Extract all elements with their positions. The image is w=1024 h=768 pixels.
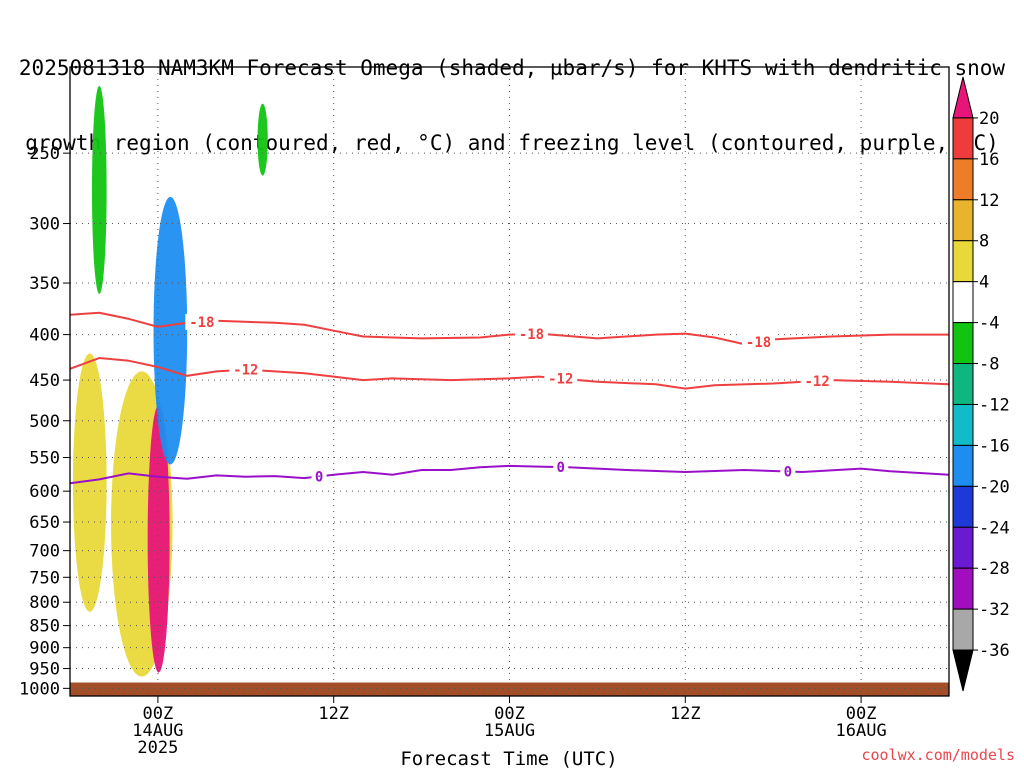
contour-line-0: [70, 464, 949, 485]
colorbar-label: -24: [979, 518, 1010, 538]
contour-label-bg: [742, 333, 776, 350]
colorbar-label: -20: [979, 477, 1010, 497]
colorbar-label: -36: [979, 641, 1010, 661]
contour-label: -18: [519, 327, 544, 343]
colorbar-label: -4: [979, 314, 999, 334]
colorbar-band: [952, 363, 974, 405]
colorbar-band: [952, 608, 974, 651]
colorbar-band: [952, 444, 974, 487]
y-tick-label: 1000: [19, 679, 60, 699]
y-tick-label: 600: [29, 482, 60, 502]
colorbar-label: 12: [979, 191, 999, 211]
colorbar: 20 16 12 8 4 -4 -8 -12 -16 -20 -24 -28 -32 -36: [952, 76, 1010, 692]
contour-line--12: [70, 356, 949, 390]
colorbar-band: [952, 322, 974, 365]
y-tick-label: 750: [29, 568, 60, 588]
omega-shading: [72, 85, 268, 677]
y-tick-label: 900: [29, 639, 60, 659]
colorbar-label: 4: [979, 273, 989, 293]
omega-feature-0: [72, 353, 107, 612]
colorbar-max-arrow: [952, 76, 974, 119]
omega-feature-3: [91, 85, 107, 294]
contour-label: 0: [315, 469, 323, 485]
y-tick-label: 450: [29, 371, 60, 391]
contour-label-bg: [185, 313, 219, 330]
colorbar-label: -8: [979, 355, 999, 375]
x-axis-title: Forecast Time (UTC): [400, 748, 617, 768]
y-tick-label: 800: [29, 593, 60, 613]
colorbar-band: [952, 526, 974, 569]
y-tick-label: 350: [29, 274, 60, 294]
colorbar-band: [952, 567, 974, 610]
omega-feature-4: [153, 196, 188, 465]
y-tick-label: 250: [29, 144, 60, 164]
x-tick-label: 00Z: [494, 704, 525, 724]
contour-label: 0: [557, 460, 565, 476]
contour-label-bg: [311, 468, 327, 485]
y-axis: 2503003504004505005506006507007508008509…: [19, 144, 70, 699]
omega-feature-2: [147, 404, 170, 673]
colorbar-band: [952, 485, 974, 528]
colorbar-label: -16: [979, 436, 1010, 456]
chart-title-line-1: 2025081318 NAM3KM Forecast Omega (shaded…: [18, 56, 1006, 80]
colorbar-band: [952, 281, 974, 324]
contour-label-bg: [514, 325, 548, 342]
x-tick-label: 14AUG: [132, 721, 183, 741]
contour-lines: -18 -18 -18 -12 -12 -12 0 0 0: [70, 311, 949, 485]
chart-title-line-2: growth region (contoured, red, °C) and f…: [25, 131, 999, 155]
x-tick-label: 16AUG: [836, 721, 887, 741]
colorbar-band: [952, 158, 974, 201]
contour-label-bg: [229, 361, 263, 378]
contour-label: -18: [746, 335, 771, 351]
contour-label: -12: [805, 374, 830, 390]
colorbar-band: [952, 117, 974, 160]
colorbar-label: -32: [979, 600, 1010, 620]
y-tick-label: 550: [29, 449, 60, 469]
terrain-fill: [70, 682, 949, 696]
y-tick-label: 500: [29, 412, 60, 432]
y-tick-label: 650: [29, 513, 60, 533]
x-tick-label: 00Z: [143, 704, 174, 724]
contour-label: -18: [189, 315, 214, 331]
y-tick-label: 850: [29, 617, 60, 637]
terrain-rect: [70, 682, 949, 696]
chart-title: 2025081318 NAM3KM Forecast Omega (shaded…: [0, 6, 1024, 181]
y-tick-label: 300: [29, 215, 60, 235]
colorbar-band: [952, 199, 974, 242]
omega-feature-5: [257, 103, 268, 176]
contour-label: 0: [784, 465, 792, 481]
colorbar-label: 16: [979, 150, 999, 170]
y-tick-label: 950: [29, 660, 60, 680]
y-tick-label: 400: [29, 326, 60, 346]
colorbar-label: -28: [979, 559, 1010, 579]
contour-label-bg: [780, 463, 796, 480]
contour-label-bg: [544, 370, 578, 387]
x-tick-label: 15AUG: [484, 721, 535, 741]
x-tick-label: 00Z: [846, 704, 877, 724]
x-tick-label: 2025: [137, 738, 178, 758]
site-credit: coolwx.com/models: [861, 746, 1015, 764]
x-tick-label: 12Z: [318, 704, 349, 724]
x-tick-label: 12Z: [670, 704, 701, 724]
colorbar-band: [952, 403, 974, 446]
colorbar-label: 20: [979, 109, 999, 129]
contour-label: -12: [548, 372, 573, 388]
contour-label-bg: [553, 459, 569, 476]
contour-label: -12: [233, 363, 258, 379]
colorbar-label: 8: [979, 232, 989, 252]
colorbar-band: [952, 240, 974, 283]
contour-label-bg: [800, 372, 834, 389]
y-tick-label: 700: [29, 542, 60, 562]
colorbar-label: -12: [979, 395, 1010, 415]
colorbar-min-arrow: [952, 649, 974, 692]
